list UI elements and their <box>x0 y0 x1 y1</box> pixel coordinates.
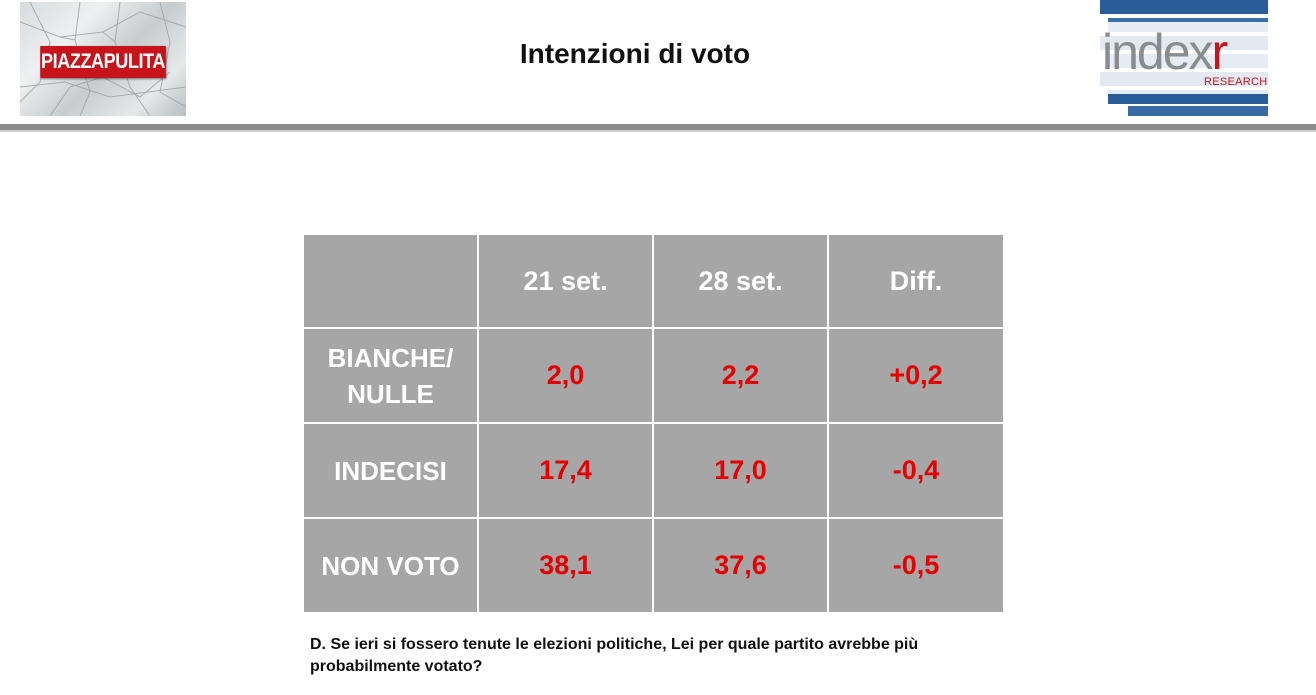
survey-question: D. Se ieri si fossero tenute le elezioni… <box>310 636 919 675</box>
table-header-row: 21 set. 28 set. Diff. <box>302 233 1005 329</box>
page-title: Intenzioni di voto <box>519 38 751 69</box>
index-logo-word: indexr <box>1102 24 1229 80</box>
row-label-non-voto: NON VOTO <box>302 517 479 614</box>
index-research-logo: indexr RESEARCH <box>1098 0 1273 118</box>
table-row: NON VOTO 38,1 37,6 -0,5 <box>302 517 1005 614</box>
index-logo-r: r <box>1211 24 1229 80</box>
piazzapulita-logo: PIAZZAPULITA <box>20 2 186 116</box>
header-divider-light <box>0 130 1316 132</box>
row-label-line: NON VOTO <box>321 550 460 581</box>
index-logo-word-text: index <box>1102 24 1214 80</box>
table-header-21-set: 21 set. <box>477 233 654 329</box>
table-cell-value: 37,6 <box>652 517 829 614</box>
table-header-28-set: 28 set. <box>652 233 829 329</box>
table-cell-diff: -0,4 <box>827 422 1005 519</box>
table-cell-value: 2,0 <box>477 327 654 424</box>
row-label-bianche-nulle: BIANCHE/ NULLE <box>302 327 479 424</box>
table-cell-value: 17,4 <box>477 422 654 519</box>
table-row: BIANCHE/ NULLE 2,0 2,2 +0,2 <box>302 327 1005 424</box>
table-cell-diff: -0,5 <box>827 517 1005 614</box>
row-label-line: INDECISI <box>334 455 447 486</box>
row-label-line: NULLE <box>347 378 434 409</box>
header-divider <box>0 124 1316 130</box>
logo-stripes-graphic <box>1098 0 1273 116</box>
table-cell-value: 2,2 <box>652 327 829 424</box>
row-label-indecisi: INDECISI <box>302 422 479 519</box>
voting-intentions-table: 21 set. 28 set. Diff. BIANCHE/ NULLE 2,0… <box>302 233 1005 614</box>
header: PIAZZAPULITA Intenzioni di voto indexr R… <box>0 0 1316 124</box>
table-cell-value: 38,1 <box>477 517 654 614</box>
table-cell-diff: +0,2 <box>827 327 1005 424</box>
table-row: INDECISI 17,4 17,0 -0,4 <box>302 422 1005 519</box>
piazzapulita-logo-text: PIAZZAPULITA <box>40 46 166 78</box>
table-cell-value: 17,0 <box>652 422 829 519</box>
table-header-empty <box>302 233 479 329</box>
table-header-diff: Diff. <box>827 233 1005 329</box>
row-label-line: BIANCHE/ <box>327 342 454 373</box>
index-logo-subtitle: RESEARCH <box>1204 76 1268 88</box>
